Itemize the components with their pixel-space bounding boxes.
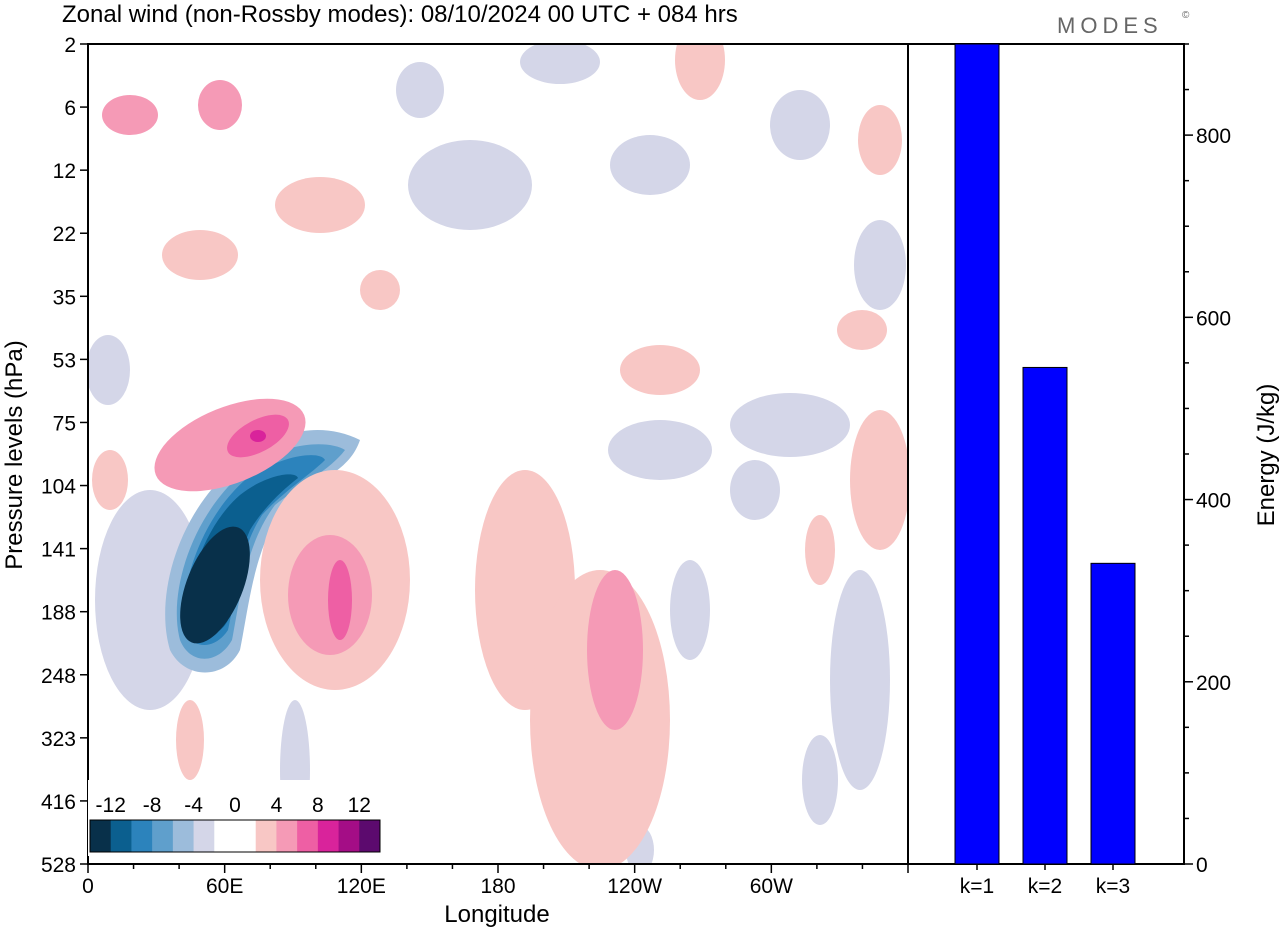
y-tick-label: 2 (64, 34, 76, 57)
energy-tick-label: 800 (1196, 125, 1231, 148)
energy-bar (1022, 366, 1068, 865)
colorbar-label: -8 (143, 794, 162, 817)
energy-bar (1090, 562, 1136, 865)
colorbar-label: -12 (96, 794, 126, 817)
category-label: k=1 (960, 875, 994, 898)
y-tick-label: 35 (53, 286, 76, 309)
y-tick-group: 2 6 12 22 35 53 75 104 141 188 248 323 416 528 (41, 34, 88, 877)
colorbar-label: 8 (312, 794, 324, 817)
logo-mark: © (1182, 10, 1190, 21)
energy-tick-group: 0 200 400 600 800 (1184, 43, 1231, 877)
colorbar-label: 4 (271, 794, 283, 817)
x-axis-label: Longitude (444, 901, 549, 928)
chart-title: Zonal wind (non-Rossby modes): 08/10/202… (62, 1, 738, 28)
y-tick-label: 141 (41, 539, 76, 562)
x-tick-label: 120E (337, 875, 386, 898)
positive-max (250, 430, 266, 442)
colorbar-swatch (110, 820, 132, 852)
y-tick-label: 75 (53, 412, 76, 435)
y-tick-label: 53 (53, 349, 76, 372)
colorbar-swatch (276, 820, 298, 852)
energy-bar (954, 43, 1000, 865)
energy-tick-label: 400 (1196, 490, 1231, 513)
x-tick-label: 60E (206, 875, 243, 898)
y-tick-label: 104 (41, 476, 76, 499)
colorbar-swatch (193, 820, 215, 852)
energy-tick-label: 600 (1196, 307, 1231, 330)
colorbar-swatch (235, 820, 257, 852)
bar-group: k=1 k=2 k=3 (954, 43, 1136, 898)
colorbar-swatch (338, 820, 360, 852)
colorbar-swatch (297, 820, 319, 852)
y-tick-label: 416 (41, 791, 76, 814)
y-tick-label: 12 (53, 160, 76, 183)
y-tick-label: 6 (64, 97, 76, 120)
y-tick-label: 528 (41, 854, 76, 877)
modes-logo: MODES (1057, 13, 1163, 38)
colorbar-label: 0 (229, 794, 241, 817)
weak-negative-patches (88, 44, 906, 864)
colorbar-frame (89, 819, 381, 853)
category-label: k=2 (1028, 875, 1062, 898)
colorbar-swatch (214, 820, 236, 852)
negative-jet-core (180, 526, 250, 644)
energy-bar-panel: k=1 k=2 k=3 0 200 400 600 800 Energy (J/kg) (907, 43, 1280, 898)
colorbar-swatch (172, 820, 195, 852)
x-tick-group: 0 60E 120E 180 120W 60W (82, 864, 909, 898)
colorbar-swatch (131, 820, 153, 852)
x-tick-label: 60W (750, 875, 793, 898)
hovmoller-panel: Longitude Pressure levels (hPa) 0 60E 120E… (1, 34, 909, 928)
colorbar-swatch (152, 820, 174, 852)
energy-axis-label: Energy (J/kg) (1253, 384, 1280, 527)
colorbar-swatch (317, 820, 340, 852)
colorbar-label: 12 (348, 794, 371, 817)
y-axis-label: Pressure levels (hPa) (1, 340, 28, 569)
colorbar: -12 -8 -4 0 4 8 12 (88, 780, 382, 856)
colorbar-swatch (90, 820, 112, 852)
x-tick-label: 0 (82, 875, 94, 898)
colorbar-swatch (359, 820, 381, 852)
category-label: k=3 (1096, 875, 1130, 898)
y-tick-label: 323 (41, 728, 76, 751)
colorbar-label: -4 (184, 794, 203, 817)
energy-tick-label: 0 (1196, 854, 1208, 877)
wind-field (88, 44, 908, 864)
y-tick-label: 188 (41, 602, 76, 625)
y-tick-label: 248 (41, 665, 76, 688)
y-tick-label: 22 (53, 223, 76, 246)
energy-tick-label: 200 (1196, 672, 1231, 695)
colorbar-swatch (255, 820, 277, 852)
x-tick-label: 180 (480, 875, 515, 898)
x-tick-label: 120W (607, 875, 662, 898)
